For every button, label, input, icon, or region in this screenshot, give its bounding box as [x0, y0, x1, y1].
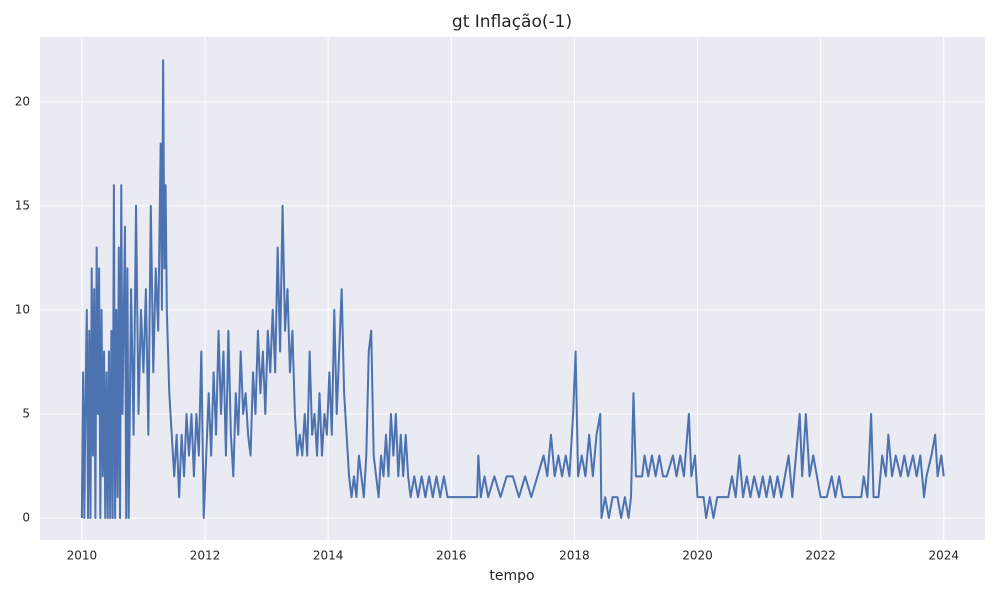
chart-title: gt Inflação(-1)	[452, 12, 572, 32]
x-tick-label: 2020	[682, 549, 713, 563]
x-tick-label: 2022	[805, 549, 836, 563]
x-tick-label: 2014	[313, 549, 344, 563]
y-tick-label: 10	[15, 302, 30, 316]
y-tick-label: 15	[15, 198, 30, 212]
x-axis-label: tempo	[489, 568, 534, 584]
x-tick-label: 2010	[67, 549, 98, 563]
x-tick-label: 2018	[559, 549, 590, 563]
x-tick-label: 2024	[928, 549, 959, 563]
plot-area	[40, 37, 985, 540]
x-tick-label: 2016	[436, 549, 467, 563]
y-tick-label: 0	[22, 510, 30, 524]
y-tick-label: 20	[15, 94, 30, 108]
y-tick-label: 5	[22, 406, 30, 420]
x-tick-label: 2012	[190, 549, 221, 563]
data-line	[80, 59, 945, 519]
